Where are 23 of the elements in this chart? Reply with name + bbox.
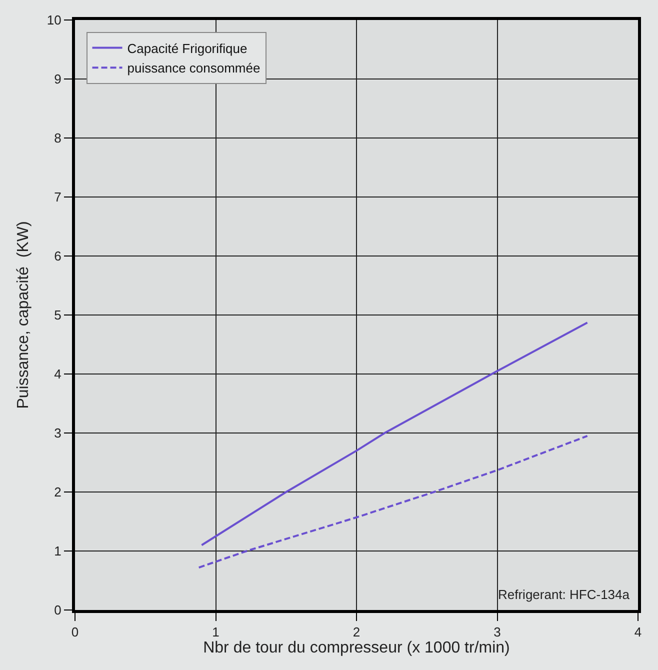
y-tick-label: 0 bbox=[54, 602, 62, 618]
y-tick-label: 5 bbox=[54, 308, 62, 323]
legend-label: puissance consommée bbox=[127, 60, 260, 76]
y-tick-label: 2 bbox=[54, 484, 62, 500]
line-series bbox=[198, 434, 588, 569]
x-tick-label: 3 bbox=[494, 624, 501, 640]
y-tick-label: 3 bbox=[54, 426, 62, 441]
legend-label: Capacité Frigorifique bbox=[127, 40, 248, 56]
y-tick-label: 8 bbox=[54, 130, 62, 146]
y-tick-label: 1 bbox=[54, 544, 62, 559]
annotation: Refrigerant: HFC-134a bbox=[498, 587, 630, 602]
y-tick-label: 10 bbox=[46, 12, 62, 28]
y-tick-label: 7 bbox=[54, 190, 62, 205]
x-tick-label: 1 bbox=[212, 624, 220, 640]
y-tick-label: 9 bbox=[54, 72, 62, 87]
x-tick-label: 4 bbox=[634, 624, 642, 640]
line-series bbox=[200, 322, 588, 546]
y-tick-label: 6 bbox=[54, 248, 62, 264]
x-tick-label: 2 bbox=[352, 624, 360, 640]
x-axis-title: Nbr de tour du compresseur (x 1000 tr/min) bbox=[203, 640, 510, 657]
y-tick-label: 4 bbox=[54, 366, 62, 382]
x-tick-label: 0 bbox=[71, 624, 79, 640]
y-axis-title: Puissance, capacité (KW) bbox=[14, 221, 32, 409]
